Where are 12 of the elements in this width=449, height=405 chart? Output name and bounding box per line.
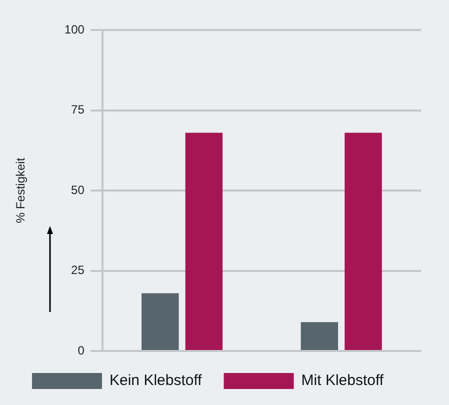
- bar: [344, 132, 382, 350]
- y-tick-label: 100: [64, 22, 85, 36]
- bar: [185, 132, 223, 350]
- bar: [142, 293, 179, 350]
- y-axis-title: % Festigkeit: [14, 157, 28, 224]
- y-tick-label: 0: [78, 343, 85, 358]
- legend-label: Mit Klebstoff: [301, 372, 384, 390]
- y-tick-label: 75: [71, 102, 85, 117]
- bar: [300, 322, 338, 350]
- y-tick-label: 50: [71, 182, 85, 197]
- y-tick-label: 25: [71, 263, 85, 278]
- legend-label: Kein Klebstoff: [110, 372, 203, 390]
